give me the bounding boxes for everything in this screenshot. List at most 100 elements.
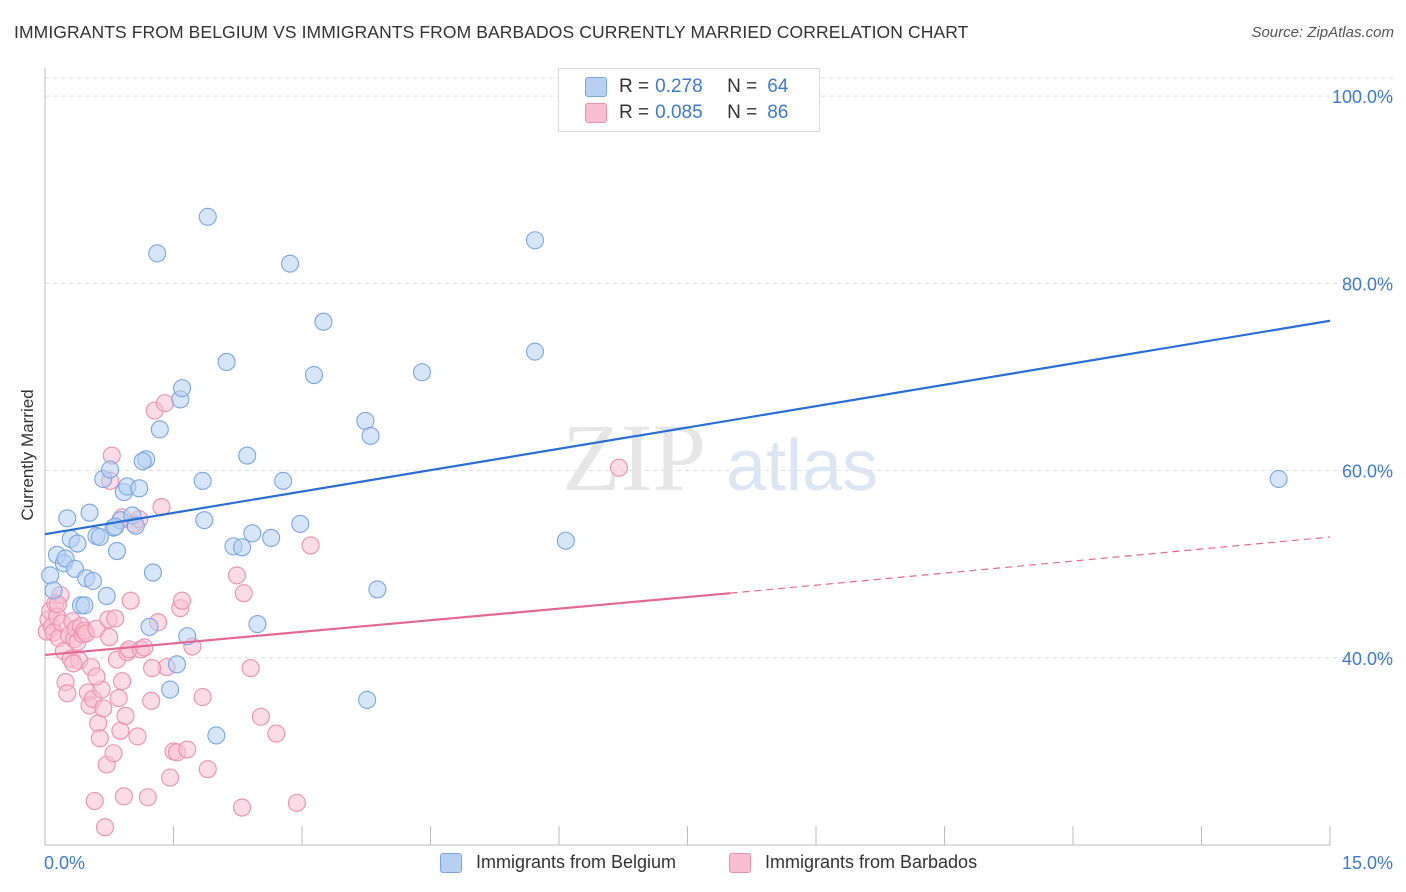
- belgium-point: [195, 511, 214, 530]
- belgium-swatch: [585, 77, 607, 97]
- belgium-point: [80, 503, 99, 522]
- barbados-swatch: [585, 103, 607, 123]
- belgium-point: [140, 617, 159, 636]
- belgium-point: [150, 420, 169, 439]
- belgium-point: [207, 726, 226, 745]
- x-tick-label: 15.0%: [1342, 853, 1393, 873]
- barbados-point: [85, 791, 104, 811]
- belgium-point: [130, 479, 149, 498]
- belgium-point: [58, 509, 77, 528]
- belgium-point: [280, 254, 300, 273]
- belgium-point: [274, 471, 293, 490]
- belgium-point: [193, 471, 212, 490]
- belgium-point: [167, 655, 186, 674]
- belgium-point: [143, 563, 162, 582]
- barbados-point: [128, 727, 147, 746]
- bottom-barbados-swatch: [729, 852, 751, 873]
- belgium-point: [107, 542, 127, 561]
- belgium-point: [133, 452, 152, 471]
- belgium-point: [356, 411, 375, 430]
- barbados-point: [227, 566, 246, 585]
- tick-labels: 40.0% 60.0% 80.0% 100.0% 0.0% 15.0%: [44, 87, 1393, 873]
- barbados-point: [106, 609, 125, 628]
- belgium-point: [1269, 469, 1288, 489]
- bottom-legend-belgium: Immigrants from Belgium: [440, 852, 676, 873]
- y-tick-label: 100.0%: [1332, 87, 1393, 107]
- belgium-point: [525, 231, 545, 250]
- belgium-point: [126, 516, 145, 535]
- barbados-point: [609, 458, 629, 477]
- belgium-n-value: 64: [767, 76, 789, 97]
- belgium-point: [262, 528, 281, 547]
- y-axis-label: Currently Married: [18, 389, 37, 520]
- watermark: ZIP atlas: [562, 404, 878, 511]
- belgium-point: [68, 534, 87, 553]
- barbados-point: [155, 394, 174, 413]
- barbados-point: [58, 684, 77, 703]
- belgium-point: [412, 363, 431, 382]
- axes: [44, 68, 1331, 846]
- belgium-n-label: N =: [727, 76, 758, 97]
- barbados-point: [142, 691, 161, 710]
- correlation-legend: R = 0.278 N = 64 R = 0.085 N = 86: [558, 68, 820, 132]
- y-tick-label: 80.0%: [1342, 274, 1393, 294]
- barbados-point: [87, 619, 106, 638]
- y-tick-label: 40.0%: [1342, 649, 1393, 669]
- belgium-point: [232, 538, 252, 557]
- barbados-r-value: 0.085: [655, 102, 703, 123]
- belgium-point: [361, 426, 380, 445]
- data-points: [37, 207, 1288, 837]
- barbados-point: [109, 688, 128, 708]
- barbados-point: [89, 714, 108, 733]
- barbados-point: [251, 707, 270, 726]
- barbados-point: [193, 688, 212, 707]
- barbados-point: [114, 787, 133, 806]
- bottom-belgium-swatch: [440, 852, 462, 873]
- x-tick-label: 0.0%: [44, 853, 85, 873]
- barbados-n-label: N =: [727, 102, 758, 123]
- barbados-point: [87, 667, 106, 686]
- chart-title: IMMIGRANTS FROM BELGIUM VS IMMIGRANTS FR…: [14, 22, 969, 42]
- belgium-point: [148, 244, 167, 263]
- barbados-point: [100, 628, 119, 647]
- barbados-point: [94, 699, 113, 718]
- barbados-point: [198, 760, 217, 779]
- y-tick-label: 60.0%: [1342, 462, 1393, 482]
- barbados-point: [173, 591, 192, 610]
- barbados-trend-extension: [730, 536, 1331, 594]
- belgium-point: [291, 514, 310, 533]
- gridlines: [45, 77, 1395, 659]
- belgium-point: [358, 690, 377, 709]
- barbados-point: [241, 659, 260, 678]
- legend-row-belgium: R = 0.278 N = 64: [585, 75, 788, 99]
- legend-row-barbados: R = 0.085 N = 86: [585, 101, 788, 125]
- barbados-point: [95, 818, 115, 837]
- belgium-r-label: R =: [619, 76, 650, 97]
- belgium-point: [161, 680, 180, 699]
- belgium-point: [75, 596, 94, 615]
- barbados-point: [232, 798, 252, 817]
- belgium-point: [44, 581, 63, 600]
- barbados-r-label: R =: [619, 102, 650, 123]
- barbados-n-value: 86: [767, 102, 789, 123]
- barbados-point: [287, 793, 306, 812]
- belgium-point: [173, 379, 192, 398]
- belgium-point: [304, 366, 324, 385]
- belgium-point: [41, 566, 60, 585]
- belgium-point: [178, 627, 197, 646]
- belgium-point: [556, 531, 575, 550]
- barbados-point: [111, 721, 130, 740]
- barbados-point: [267, 724, 286, 743]
- belgium-point: [368, 580, 387, 599]
- barbados-point: [234, 584, 253, 603]
- bottom-legend-barbados: Immigrants from Barbados: [729, 852, 977, 873]
- barbados-point: [116, 706, 135, 725]
- belgium-point: [217, 352, 236, 371]
- belgium-point: [314, 312, 333, 331]
- belgium-point: [83, 571, 103, 591]
- watermark-zip: ZIP: [562, 404, 706, 511]
- watermark-atlas: atlas: [726, 426, 878, 506]
- belgium-point: [97, 586, 116, 606]
- belgium-point: [243, 524, 262, 543]
- belgium-trend-line: [44, 319, 1331, 536]
